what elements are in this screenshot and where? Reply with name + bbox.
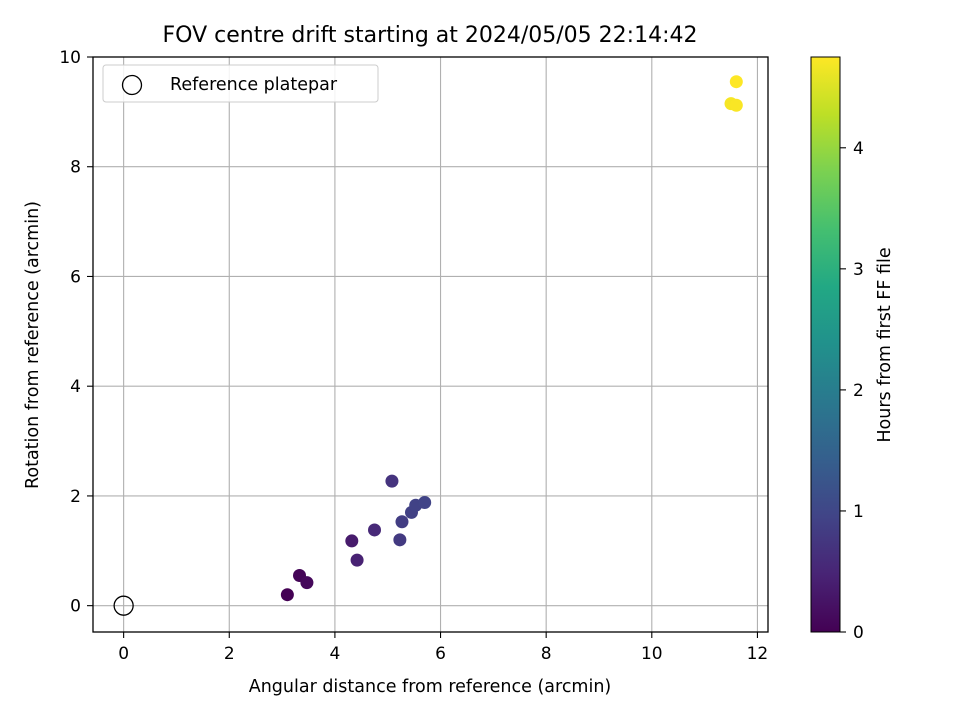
colorbar-gradient (810, 56, 841, 633)
scatter-point (350, 553, 364, 567)
x-tick-label: 4 (329, 644, 340, 664)
colorbar-tick-label: 0 (853, 623, 864, 643)
scatter-point (729, 75, 743, 89)
scatter-point (729, 98, 743, 112)
colorbar-tick-label: 1 (853, 502, 864, 522)
x-tick-label: 8 (541, 644, 552, 664)
y-tick-label: 8 (70, 158, 81, 178)
colorbar: 0 1 2 3 4 Hours from first FF file (810, 56, 895, 643)
x-tick-label: 12 (747, 644, 769, 664)
scatter-point (393, 533, 407, 547)
plot-frame (92, 56, 769, 633)
scatter-point (345, 534, 359, 548)
chart-title: FOV centre drift starting at 2024/05/05 … (163, 23, 698, 48)
colorbar-tick-label: 3 (853, 260, 864, 280)
y-axis-label: Rotation from reference (arcmin) (23, 201, 43, 489)
x-tick-label: 0 (118, 644, 129, 664)
scatter-point (300, 576, 314, 590)
scatter-point (368, 523, 382, 537)
grid (93, 56, 768, 632)
legend-label: Reference platepar (170, 75, 338, 95)
scatter-point (385, 474, 399, 488)
legend-reference-marker (121, 74, 143, 96)
x-tick-label: 10 (641, 644, 663, 664)
y-axis-ticks: 0 2 4 6 8 10 (59, 48, 93, 617)
y-tick-label: 10 (59, 48, 81, 68)
reference-point (113, 595, 134, 616)
colorbar-ticks: 0 1 2 3 4 (840, 139, 864, 643)
data-points (113, 75, 743, 616)
scatter-point (395, 515, 409, 529)
scatter-point (418, 496, 432, 510)
scatter-point (280, 588, 294, 602)
colorbar-tick-label: 4 (853, 139, 864, 159)
legend-box (102, 64, 379, 103)
colorbar-label: Hours from first FF file (875, 247, 895, 442)
y-tick-label: 6 (70, 267, 81, 287)
x-tick-label: 2 (224, 644, 235, 664)
x-axis-label: Angular distance from reference (arcmin) (249, 677, 612, 697)
legend: Reference platepar (102, 64, 379, 103)
x-axis-ticks: 0 2 4 6 8 10 12 (118, 632, 768, 664)
y-tick-label: 4 (70, 377, 81, 397)
x-tick-label: 6 (435, 644, 446, 664)
colorbar-tick-label: 2 (853, 381, 864, 401)
y-tick-label: 2 (70, 487, 81, 507)
y-tick-label: 0 (70, 597, 81, 617)
